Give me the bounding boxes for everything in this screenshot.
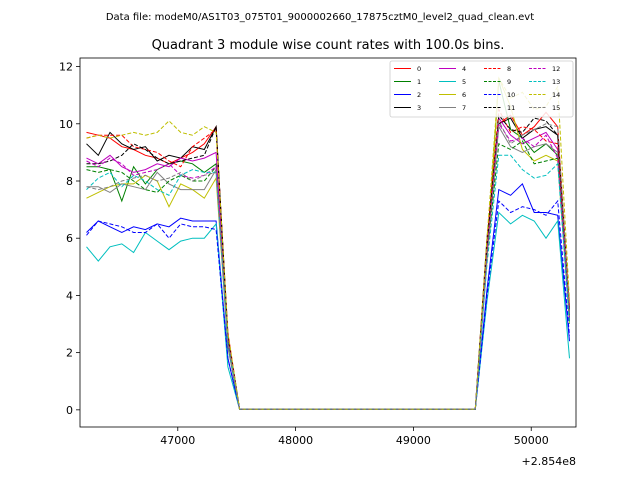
series-line-11	[86, 113, 570, 410]
legend-label-3: 3	[417, 104, 421, 112]
y-axis-ticks: 0 2 4 6 8 10 12	[59, 61, 80, 417]
legend-label-10: 10	[507, 91, 515, 99]
legend-label-11: 11	[507, 104, 515, 112]
y-tick-label: 12	[59, 61, 73, 74]
y-tick-label: 8	[66, 175, 73, 188]
x-tick-label: 50000	[514, 434, 549, 447]
legend-label-5: 5	[462, 78, 466, 86]
x-axis-offset-label: +2.854e8	[522, 455, 576, 468]
x-tick-label: 47000	[160, 434, 195, 447]
plot-frame	[79, 57, 577, 428]
legend-label-2: 2	[417, 91, 421, 99]
legend-label-9: 9	[507, 78, 511, 86]
y-tick-label: 0	[66, 404, 73, 417]
legend-label-0: 0	[417, 65, 421, 73]
legend-label-6: 6	[462, 91, 466, 99]
y-tick-label: 10	[59, 118, 73, 131]
legend-label-4: 4	[462, 65, 466, 73]
legend-label-14: 14	[552, 91, 560, 99]
legend-label-13: 13	[552, 78, 560, 86]
y-tick-label: 6	[66, 232, 73, 245]
x-axis-ticks: 47000 48000 49000 50000	[160, 427, 549, 447]
series-line-10	[86, 199, 570, 410]
y-tick-label: 2	[66, 347, 73, 360]
x-tick-label: 48000	[278, 434, 313, 447]
chart-title: Quadrant 3 module wise count rates with …	[152, 38, 505, 53]
series-layer	[86, 76, 570, 410]
y-tick-label: 4	[66, 289, 73, 302]
x-tick-label: 49000	[396, 434, 431, 447]
series-line-14	[86, 76, 570, 410]
legend-label-12: 12	[552, 65, 560, 73]
legend-box	[389, 60, 574, 118]
legend-label-7: 7	[462, 104, 466, 112]
figure-suptitle: Data file: modeM0/AS1T03_075T01_90000026…	[106, 12, 534, 23]
legend-label-1: 1	[417, 78, 421, 86]
legend-label-15: 15	[552, 104, 560, 112]
series-line-15	[86, 119, 570, 410]
legend-label-8: 8	[507, 65, 511, 73]
